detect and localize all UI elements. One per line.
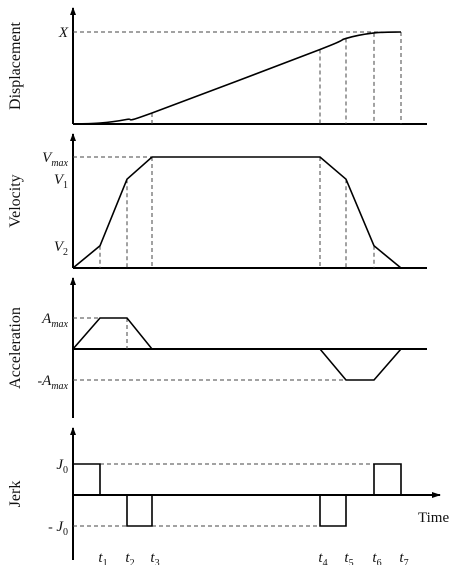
series-line (72, 156, 402, 269)
time-tick-label: t3 (150, 550, 159, 565)
y-axis-arrow (70, 7, 76, 15)
x-axis-arrow (432, 492, 441, 498)
series-line (72, 317, 402, 381)
time-tick-label: t6 (372, 550, 381, 565)
level-label: X (58, 25, 69, 41)
y-axis-label: Jerk (7, 481, 24, 508)
level-label: V1 (54, 172, 68, 191)
y-axis-arrow (70, 427, 76, 435)
time-tick-label: t7 (399, 550, 408, 565)
time-tick-label: t2 (125, 550, 134, 565)
series-line (73, 463, 402, 527)
y-axis-label: Displacement (7, 21, 24, 110)
level-label: J0 (56, 457, 68, 476)
level-label: -Amax (37, 373, 68, 392)
y-axis-label: Velocity (7, 174, 24, 227)
level-label: - J0 (48, 519, 68, 538)
level-label: Vmax (42, 150, 68, 169)
y-axis-arrow (70, 277, 76, 285)
y-axis-arrow (70, 133, 76, 141)
level-label: Amax (41, 311, 68, 330)
series-line (72, 31, 402, 125)
level-label: V2 (54, 239, 68, 258)
x-axis-label: Time (418, 510, 449, 526)
time-tick-label: t1 (98, 550, 107, 565)
time-tick-label: t4 (318, 550, 327, 565)
y-axis-label: Acceleration (7, 307, 24, 389)
time-tick-label: t5 (344, 550, 353, 565)
